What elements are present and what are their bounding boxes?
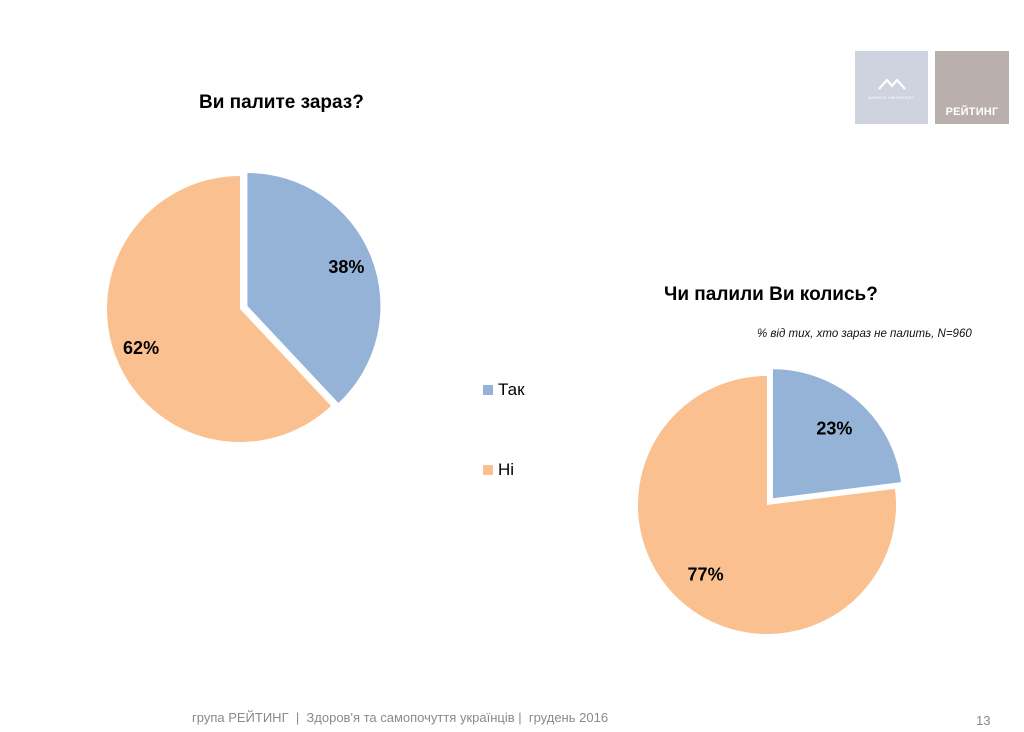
chart2-subtitle: % від тих, хто зараз не палить, N=960 [757,328,972,340]
pie2-label-no: 77% [688,565,724,585]
chart1-title: Ви палите зараз? [199,92,364,113]
chart2-title: Чи палили Ви колись? [664,284,878,305]
aarhus-university-logo: AARHUS UNIVERSITY [855,51,928,124]
legend-item-yes: Так [483,380,525,400]
pie1-label-no: 62% [123,338,159,358]
pie1-slice-no [106,176,332,442]
pie1-label-yes: 38% [328,257,364,277]
legend-label-yes: Так [498,380,525,399]
page-number: 13 [976,713,991,728]
reyting-logo: РЕЙТИНГ [935,51,1009,124]
aarhus-logo-text: AARHUS UNIVERSITY [868,95,915,100]
pie2-slice-yes [772,369,901,499]
legend-label-no: Ні [498,460,515,479]
footer-text: група РЕЙТИНГ | Здоров'я та самопочуття … [192,710,609,725]
pie2-slice-no [637,376,896,634]
pie1-slice-yes [247,173,381,404]
legend-swatch-yes [483,385,493,395]
legend-swatch-no [483,465,493,475]
legend-item-no: Ні [483,460,514,480]
aarhus-wave-icon [877,78,906,90]
pie2-label-yes: 23% [816,419,852,439]
reyting-logo-text: РЕЙТИНГ [945,106,999,118]
